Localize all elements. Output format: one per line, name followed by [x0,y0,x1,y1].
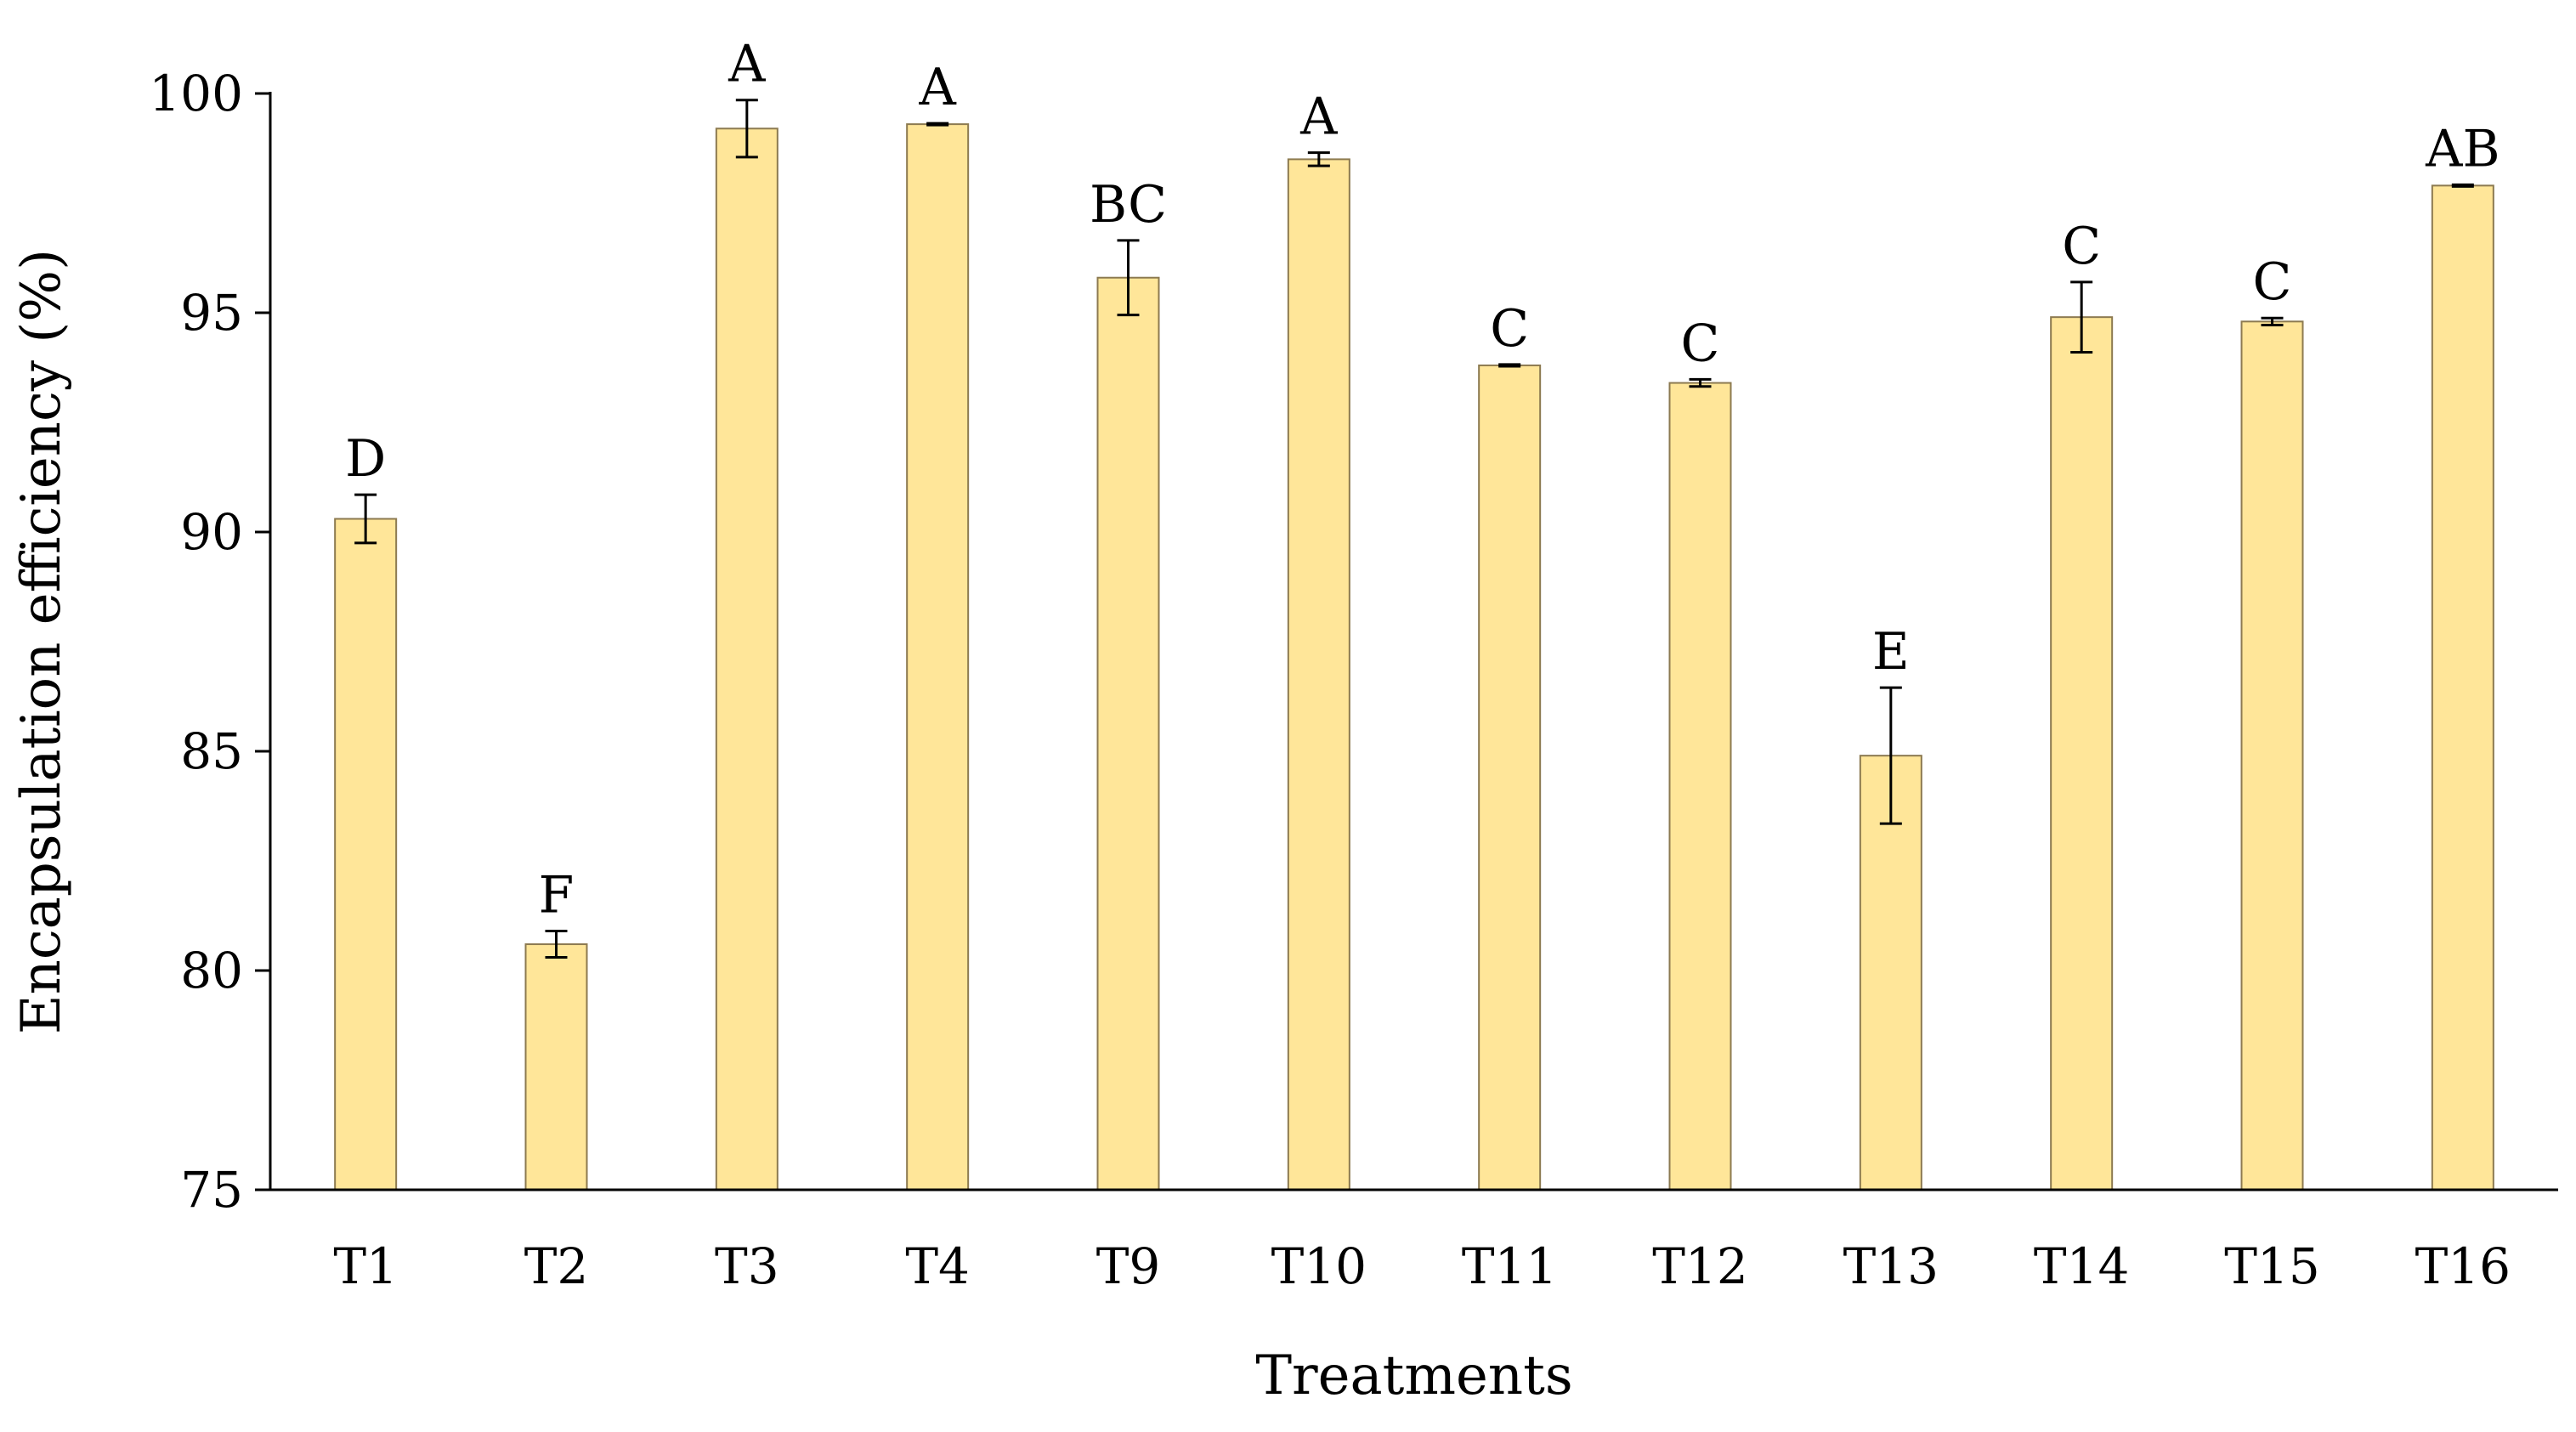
x-tick-label-T14: T14 [2034,1237,2130,1295]
significance-label-T15: C [2253,252,2292,312]
axes-layer: T1 T2 T3 T4 T9 T10 T11 T12 T13 T14 T15 T16 75 80 85 90 9… [149,65,2558,1295]
y-tick-label-85: 85 [180,722,243,780]
error-bars-layer [354,99,2474,959]
error-bar-T15 [2261,316,2284,326]
x-tick-label-T15: T15 [2224,1237,2320,1295]
x-tick-label-T4: T4 [905,1237,970,1295]
error-bar-T4 [926,122,949,127]
bar-T11 [1478,364,1542,1191]
bar-T14 [2050,316,2114,1191]
significance-label-T9: BC [1090,175,1167,235]
bar-T10 [1287,158,1350,1191]
y-tick-label-90: 90 [180,503,243,561]
bars-layer [334,123,2494,1191]
error-bar-T16 [2451,183,2474,188]
error-bar-T3 [735,99,758,159]
significance-label-T10: A [1299,88,1338,147]
x-tick-label-T2: T2 [524,1237,589,1295]
significance-labels-layer: D F A A BC A C C E C C AB [345,35,2500,925]
significance-label-T16: AB [2425,119,2500,178]
bar-T3 [715,127,778,1191]
significance-label-T13: E [1872,622,1910,682]
x-tick-label-T12: T12 [1652,1237,1748,1295]
x-tick-label-T10: T10 [1271,1237,1367,1295]
x-tick-label-T13: T13 [1843,1237,1939,1295]
x-tick-label-T16: T16 [2415,1237,2511,1295]
y-tick-label-95: 95 [180,284,243,342]
bar-T12 [1668,382,1732,1191]
x-tick-label-T3: T3 [715,1237,779,1295]
error-bar-T9 [1117,239,1140,317]
x-axis-title: Treatments [1255,1344,1572,1407]
bar-T1 [334,518,398,1191]
bar-T16 [2431,184,2494,1191]
y-axis-title: Encapsulation efficiency (%) [10,249,73,1034]
bar-T2 [524,943,588,1191]
bar-T4 [906,123,970,1191]
error-bar-T2 [545,930,568,959]
error-bar-T14 [2070,280,2093,354]
error-bar-T10 [1307,151,1330,167]
x-tick-label-T1: T1 [333,1237,398,1295]
significance-label-T11: C [1490,299,1529,359]
y-tick-label-100: 100 [149,65,243,122]
error-bar-T13 [1879,686,1902,825]
bar-T13 [1859,755,1922,1191]
x-tick-label-T11: T11 [1462,1237,1558,1295]
significance-label-T4: A [918,58,956,117]
significance-label-T3: A [728,35,766,94]
bar-T15 [2240,320,2304,1191]
significance-label-T14: C [2062,217,2101,276]
x-tick-label-T9: T9 [1096,1237,1161,1295]
y-tick-label-75: 75 [180,1161,243,1219]
error-bar-T11 [1498,363,1521,368]
significance-label-T2: F [539,866,575,925]
bar-T9 [1096,276,1160,1191]
error-bar-T1 [354,493,377,545]
significance-label-T1: D [345,429,386,489]
significance-label-T12: C [1681,314,1720,373]
error-bar-T12 [1689,377,1712,388]
y-tick-label-80: 80 [180,942,243,999]
